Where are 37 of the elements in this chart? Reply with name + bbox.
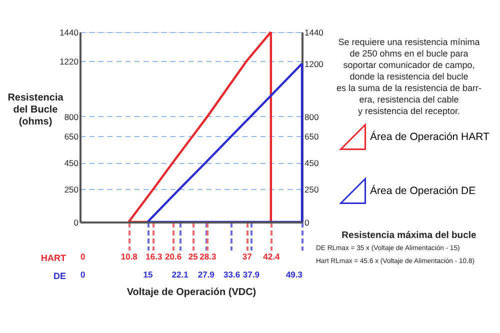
y-tick-label: 800 [64, 112, 79, 122]
legend-label: Área de Operación HART [370, 130, 490, 143]
x2-tick-label: 15 [143, 270, 154, 280]
x2-tick-label: 49.3 [286, 270, 303, 280]
y2-tick-label: 650 [304, 132, 319, 142]
x-axis-title: Voltaje de Operación (VDC) [126, 287, 256, 298]
legend-label: Área de Operación DE [370, 184, 476, 197]
y-tick-label: 250 [64, 184, 79, 195]
x-tick-label: 25 [188, 252, 198, 262]
x-tick-label: 16.3 [146, 252, 162, 262]
y-tick-label: 450 [64, 158, 79, 168]
y-tick-label: 1440 [60, 28, 79, 38]
text: DE [53, 271, 66, 281]
y2-tick-label: 0 [304, 218, 310, 228]
y2-tick-label: 450 [304, 158, 319, 168]
x2-tick-label: 22.1 [172, 270, 189, 280]
text: HART [41, 253, 66, 263]
text: Se requiere una resistencia mínima de 250 ohms en el bucle para soportar comunicador de campo, donde la resistencia del bucle es la suma de la resistencia de barr- era, resistencia del cable y resistencia del receptor. [336, 37, 482, 116]
y-tick-label: 0 [74, 218, 79, 228]
y-tick-label: 1220 [60, 56, 79, 67]
y2-tick-label: 1200 [304, 59, 324, 70]
y-axis-title: Resistencia del Bucle (ohms) [8, 92, 64, 128]
x2-tick-label: 33.6 [224, 270, 240, 280]
y2-tick-label: 800 [304, 112, 319, 122]
x-tick-label: 28.3 [200, 252, 216, 262]
x-tick-label: 0 [80, 252, 86, 262]
y-tick-label: 650 [64, 132, 79, 142]
x2-tick-label: 0 [80, 270, 86, 280]
x-tick-label: 37 [242, 252, 252, 262]
x-tick-label: 42.4 [263, 252, 280, 262]
text: Resistencia máxima del bucle [342, 230, 476, 241]
y2-tick-label: 1440 [304, 28, 324, 38]
x-tick-label: 10.8 [120, 252, 138, 262]
y2-tick-label: 250 [304, 184, 319, 195]
x2-tick-label: 37.9 [242, 270, 260, 280]
x2-tick-label: 27.9 [198, 270, 215, 280]
x-tick-label: 20.6 [164, 252, 182, 262]
